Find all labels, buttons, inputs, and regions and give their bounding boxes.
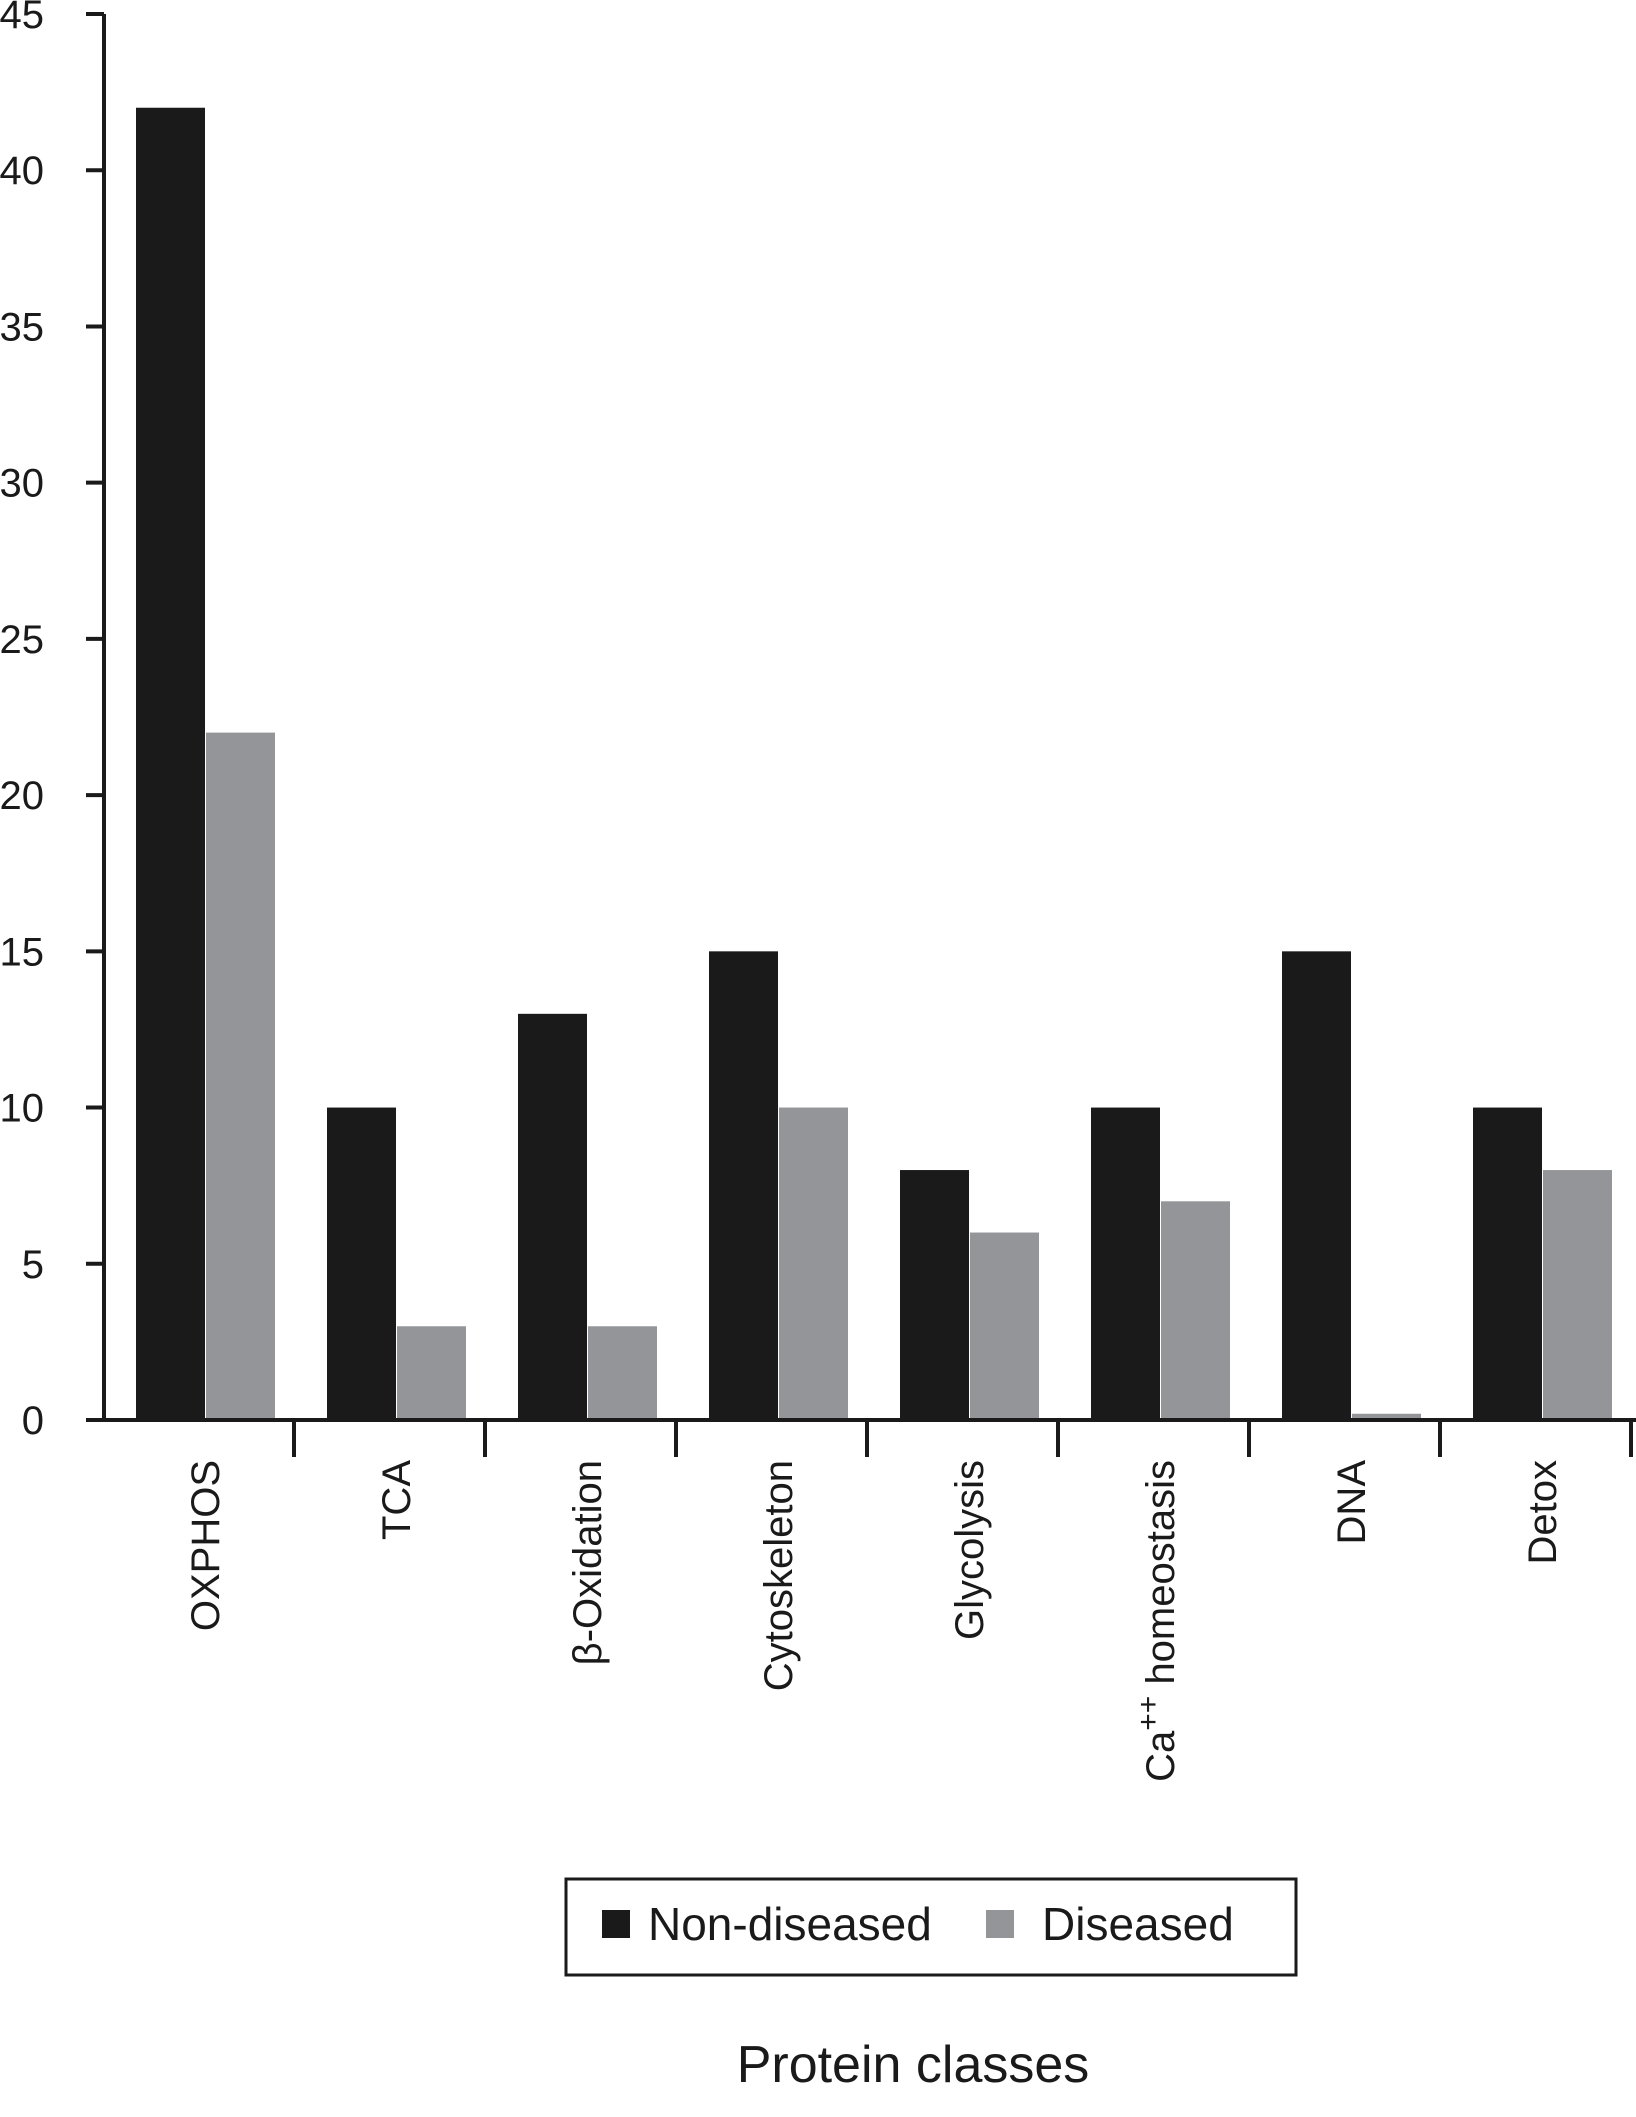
legend: Non-diseased Diseased [564,1877,1298,1977]
legend-label-diseased: Diseased [1042,1898,1234,1950]
y-tick-label-0: 0 [22,1399,44,1443]
bar-diseased-dna [1352,1413,1421,1420]
category-label-detox: Detox [1521,1460,1565,1565]
bar-non-diseased-glycolysis [900,1170,969,1420]
bar-diseased-detox [1543,1170,1612,1420]
bar-non-diseased-tca [327,1107,396,1420]
category-label-text: Ca++ homeostasis [1132,1460,1183,1782]
y-tick-label-5: 5 [22,1243,44,1287]
bar-diseased-cytoskeleton [779,1107,848,1420]
category-label-text: β-Oxidation [566,1460,610,1665]
bar-non-diseased-detox [1473,1107,1542,1420]
bar-non-diseased-oxidation [518,1013,587,1420]
bar-diseased-ca-homeostasis [1161,1201,1230,1420]
category-label-glycolysis: Glycolysis [948,1460,992,1640]
y-tick-label-45: 45 [0,0,44,37]
category-label-oxidation: β-Oxidation [566,1460,610,1665]
category-label-ca-homeostasis: Ca++ homeostasis [1132,1460,1183,1782]
category-label-dna: DNA [1330,1460,1374,1545]
legend-swatch-non-diseased [602,1910,630,1938]
bar-diseased-oxidation [588,1326,657,1420]
y-tick-label-25: 25 [0,618,44,662]
bar-non-diseased-oxphos [136,107,205,1421]
category-label-tca: TCA [375,1460,419,1540]
y-tick-label-20: 20 [0,774,44,818]
category-label-text: DNA [1330,1460,1374,1545]
legend-label-non-diseased: Non-diseased [648,1898,932,1950]
category-label-cytoskeleton: Cytoskeleton [757,1460,801,1691]
y-ticks-group: 0 5 10 15 20 25 30 35 40 45 [0,0,104,1443]
category-label-text: Detox [1521,1460,1565,1565]
category-label-text: OXPHOS [184,1460,228,1631]
category-labels-group: OXPHOS TCA β-Oxidation Cytoskeleton Glycolys… [184,1460,1565,1782]
category-label-text: TCA [375,1460,419,1540]
legend-swatch-diseased [986,1910,1014,1938]
category-label-text: Glycolysis [948,1460,992,1640]
y-tick-label-40: 40 [0,149,44,193]
bar-non-diseased-cytoskeleton [709,951,778,1420]
bar-non-diseased-dna [1282,951,1351,1420]
x-axis-title: Protein classes [737,2036,1090,2094]
y-tick-label-35: 35 [0,305,44,349]
category-label-oxphos: OXPHOS [184,1460,228,1631]
bar-diseased-glycolysis [970,1232,1039,1420]
bars-group [136,107,1612,1421]
bar-non-diseased-ca-homeostasis [1091,1107,1160,1420]
y-tick-label-15: 15 [0,930,44,974]
bar-diseased-tca [397,1326,466,1420]
axes-group [102,14,1636,1457]
bar-diseased-oxphos [206,732,275,1420]
legend-box [564,1877,1298,1977]
category-label-text: Cytoskeleton [757,1460,801,1691]
y-tick-label-30: 30 [0,462,44,506]
y-tick-label-10: 10 [0,1087,44,1131]
